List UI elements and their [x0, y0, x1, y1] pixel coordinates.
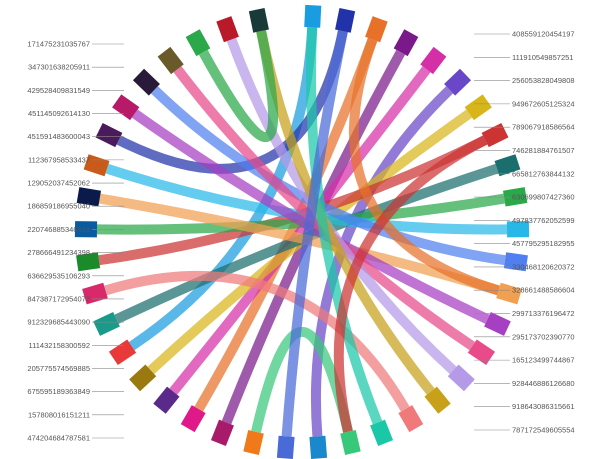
- chord-node: [398, 405, 424, 433]
- left-label: 636629535106293⁠⁠⁠: [27, 271, 90, 280]
- left-label: 847387172954072⁠⁠⁠: [27, 294, 90, 303]
- chord-link: [104, 270, 410, 412]
- right-label: 928446886126680⁠⁠⁠: [512, 379, 575, 388]
- right-label: 165123499744867⁠⁠⁠: [512, 356, 575, 365]
- chord-node: [464, 94, 492, 121]
- left-label: 129052037452062⁠⁠⁠: [27, 179, 90, 188]
- chord-nodes: [74, 4, 530, 459]
- chord-node: [76, 252, 101, 272]
- left-label: 451591483600043: [27, 132, 90, 141]
- left-label: 675595189363849⁠⁠⁠: [27, 387, 90, 396]
- chord-node: [467, 339, 496, 366]
- chord-node: [503, 252, 528, 272]
- left-label: 205775574569885⁠⁠⁠: [27, 364, 90, 373]
- chord-node: [153, 386, 180, 414]
- chord-link: [198, 30, 279, 142]
- left-label: 912329685443090⁠⁠⁠: [27, 318, 90, 327]
- chord-node: [210, 419, 234, 447]
- chord-node: [309, 435, 328, 459]
- right-label: 408559120454197⁠⁠⁠: [512, 30, 575, 39]
- left-label: 186859186955040: [27, 202, 90, 211]
- left-label: 347301638205911: [28, 63, 90, 72]
- chord-node: [216, 16, 239, 43]
- chord-node: [93, 312, 120, 336]
- chord-link: [348, 37, 500, 296]
- chord-node: [243, 430, 264, 455]
- right-label: 630699807427360⁠⁠⁠: [512, 193, 575, 202]
- right-label: 457795295182955⁠⁠⁠: [512, 239, 575, 248]
- chord-node: [76, 187, 102, 207]
- chord-links: [96, 27, 508, 437]
- right-label: 330468120620372⁠⁠⁠: [512, 262, 575, 271]
- chord-node: [276, 435, 295, 459]
- right-label: 328661488586604⁠⁠⁠: [512, 286, 575, 295]
- right-label: 949672605125324⁠⁠⁠: [512, 99, 575, 108]
- right-label: 295173702390770⁠⁠⁠: [512, 332, 575, 341]
- right-label: 746281884761507⁠⁠⁠: [512, 146, 575, 155]
- chord-node: [484, 312, 511, 336]
- chord-node: [420, 46, 447, 75]
- chord-node: [447, 364, 475, 392]
- chord-node: [424, 386, 451, 414]
- right-label: 665812763844132⁠⁠⁠: [512, 169, 575, 178]
- chord-node: [365, 16, 388, 43]
- chord-node: [502, 187, 528, 207]
- chord-node: [129, 364, 157, 392]
- right-label: 299713376196472⁠⁠⁠: [512, 309, 575, 318]
- chord-node: [185, 29, 211, 57]
- right-label: 256053828049808⁠⁠⁠: [512, 76, 575, 85]
- left-label: 111432158300592⁠⁠⁠: [29, 341, 90, 350]
- left-label: 429528409831549: [27, 86, 90, 95]
- left-label: 278666491234398⁠⁠⁠: [27, 248, 90, 257]
- right-label: 497837762052599⁠⁠⁠: [512, 216, 575, 225]
- chord-node: [494, 154, 521, 177]
- chord-link: [281, 30, 348, 437]
- chord-link: [306, 27, 383, 425]
- right-label: 789067918586564⁠⁠⁠: [512, 123, 575, 132]
- chord-node: [83, 154, 110, 177]
- right-label: 111910549857251⁠⁠⁠: [512, 53, 573, 62]
- chord-node: [157, 46, 184, 75]
- chord-node: [95, 123, 123, 148]
- right-label: 787172549605554⁠⁠⁠: [512, 426, 575, 435]
- chord-link: [333, 135, 488, 433]
- left-label: 451145092614130: [28, 109, 90, 118]
- chord-link: [169, 66, 431, 395]
- left-label: 112367958533437⁠⁠⁠: [28, 155, 90, 164]
- chord-node: [132, 68, 160, 96]
- chord-labels: 171475231035767 347301638205911 4295284098…: [27, 30, 574, 443]
- chord-node: [340, 430, 361, 455]
- chord-node: [108, 339, 137, 366]
- right-label: 918643086315661⁠⁠⁠: [512, 402, 575, 411]
- chord-node: [444, 68, 472, 96]
- chord-node: [481, 123, 509, 148]
- chord-node: [248, 7, 269, 33]
- chord-node: [370, 419, 394, 447]
- left-label: 157808016151211⁠⁠⁠: [28, 410, 90, 419]
- chord-node: [180, 405, 206, 433]
- left-label: 171475231035767: [27, 40, 90, 49]
- chord-node: [335, 7, 356, 33]
- chord-node: [393, 29, 419, 57]
- chord-node: [496, 282, 522, 305]
- left-label: 474204684787581⁠⁠⁠: [27, 434, 90, 443]
- chord-node: [82, 282, 108, 305]
- chord-node: [304, 4, 322, 28]
- chord-node: [112, 94, 140, 121]
- left-label: 220746885346628⁠⁠⁠: [27, 225, 90, 234]
